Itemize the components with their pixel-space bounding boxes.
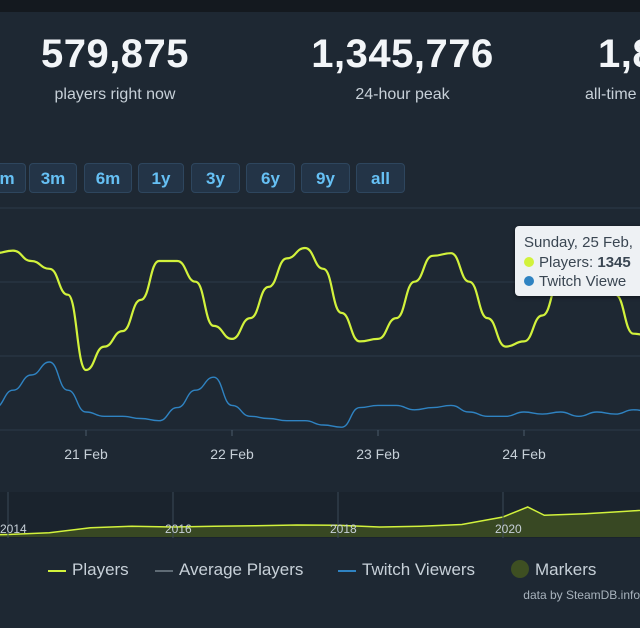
stat-value: 1,8 <box>598 32 640 76</box>
twitch-viewers-series-line[interactable] <box>0 361 640 428</box>
tooltip-twitch-label: Twitch Viewe <box>539 273 627 290</box>
tooltip-twitch-row: Twitch Viewe <box>524 273 626 290</box>
navigator-players-area <box>0 507 640 537</box>
navigator-year-label: 2016 <box>165 522 192 536</box>
range-button-6y[interactable]: 6y <box>246 163 295 193</box>
range-button-6m[interactable]: 6m <box>84 163 132 193</box>
x-tick-label: 23 Feb <box>356 446 400 462</box>
navigator-year-label: 2014 <box>0 522 27 536</box>
chart-panel <box>0 120 640 628</box>
legend-label: Average Players <box>179 560 304 579</box>
range-button-3m[interactable]: 3m <box>29 163 77 193</box>
twitch-dot-icon <box>524 276 534 286</box>
stat-label: all-time <box>585 86 637 103</box>
x-tick-label: 21 Feb <box>64 446 108 462</box>
players-dot-icon <box>524 257 534 267</box>
stat-value: 1,345,776 <box>311 32 494 76</box>
navigator-year-label: 2018 <box>330 522 357 536</box>
stat-24h-peak: 1,345,776 24-hour peak <box>300 32 505 104</box>
range-button-1y[interactable]: 1y <box>138 163 184 193</box>
legend-item-markers[interactable]: Markers <box>511 560 596 580</box>
navigator[interactable]: 2014 2016 2018 2020 <box>0 492 640 538</box>
markers-circle-icon <box>511 560 529 578</box>
stat-value: 579,875 <box>40 32 190 76</box>
stat-label: players right now <box>54 86 176 103</box>
navigator-players-line <box>0 506 640 536</box>
x-tick-label: 24 Feb <box>502 446 546 462</box>
legend-item-average-players[interactable]: Average Players <box>155 560 303 580</box>
navigator-year-label: 2020 <box>495 522 522 536</box>
players-line-icon <box>48 570 66 572</box>
tooltip-players-label: Players: <box>539 254 594 271</box>
stats-panel: 579,875 players right now 1,345,776 24-h… <box>0 12 640 120</box>
data-credit[interactable]: data by SteamDB.info <box>523 588 640 602</box>
range-button-3y[interactable]: 3y <box>191 163 240 193</box>
stat-current-players: 579,875 players right now <box>20 32 210 104</box>
legend-label: Twitch Viewers <box>362 560 476 579</box>
legend-label: Markers <box>535 560 597 579</box>
average-line-icon <box>155 570 173 572</box>
stat-all-time-peak: 1,8 all-time <box>585 32 640 104</box>
range-button-all[interactable]: all <box>356 163 405 193</box>
chart-tooltip: Sunday, 25 Feb, Players: 1345 Twitch Vie… <box>515 226 640 296</box>
x-axis-ticks: 21 Feb 22 Feb 23 Feb 24 Feb <box>64 430 546 462</box>
stat-label: 24-hour peak <box>355 86 450 103</box>
x-tick-label: 22 Feb <box>210 446 254 462</box>
tooltip-date: Sunday, 25 Feb, <box>524 234 633 251</box>
tooltip-players-value: 1345 <box>597 254 631 271</box>
legend-item-twitch-viewers[interactable]: Twitch Viewers <box>338 560 475 580</box>
twitch-line-icon <box>338 570 356 572</box>
range-button-1m[interactable]: m <box>0 163 26 193</box>
legend-item-players[interactable]: Players <box>48 560 129 580</box>
legend-label: Players <box>72 560 129 579</box>
range-button-9y[interactable]: 9y <box>301 163 350 193</box>
tooltip-players-row: Players: 1345 <box>524 254 631 271</box>
